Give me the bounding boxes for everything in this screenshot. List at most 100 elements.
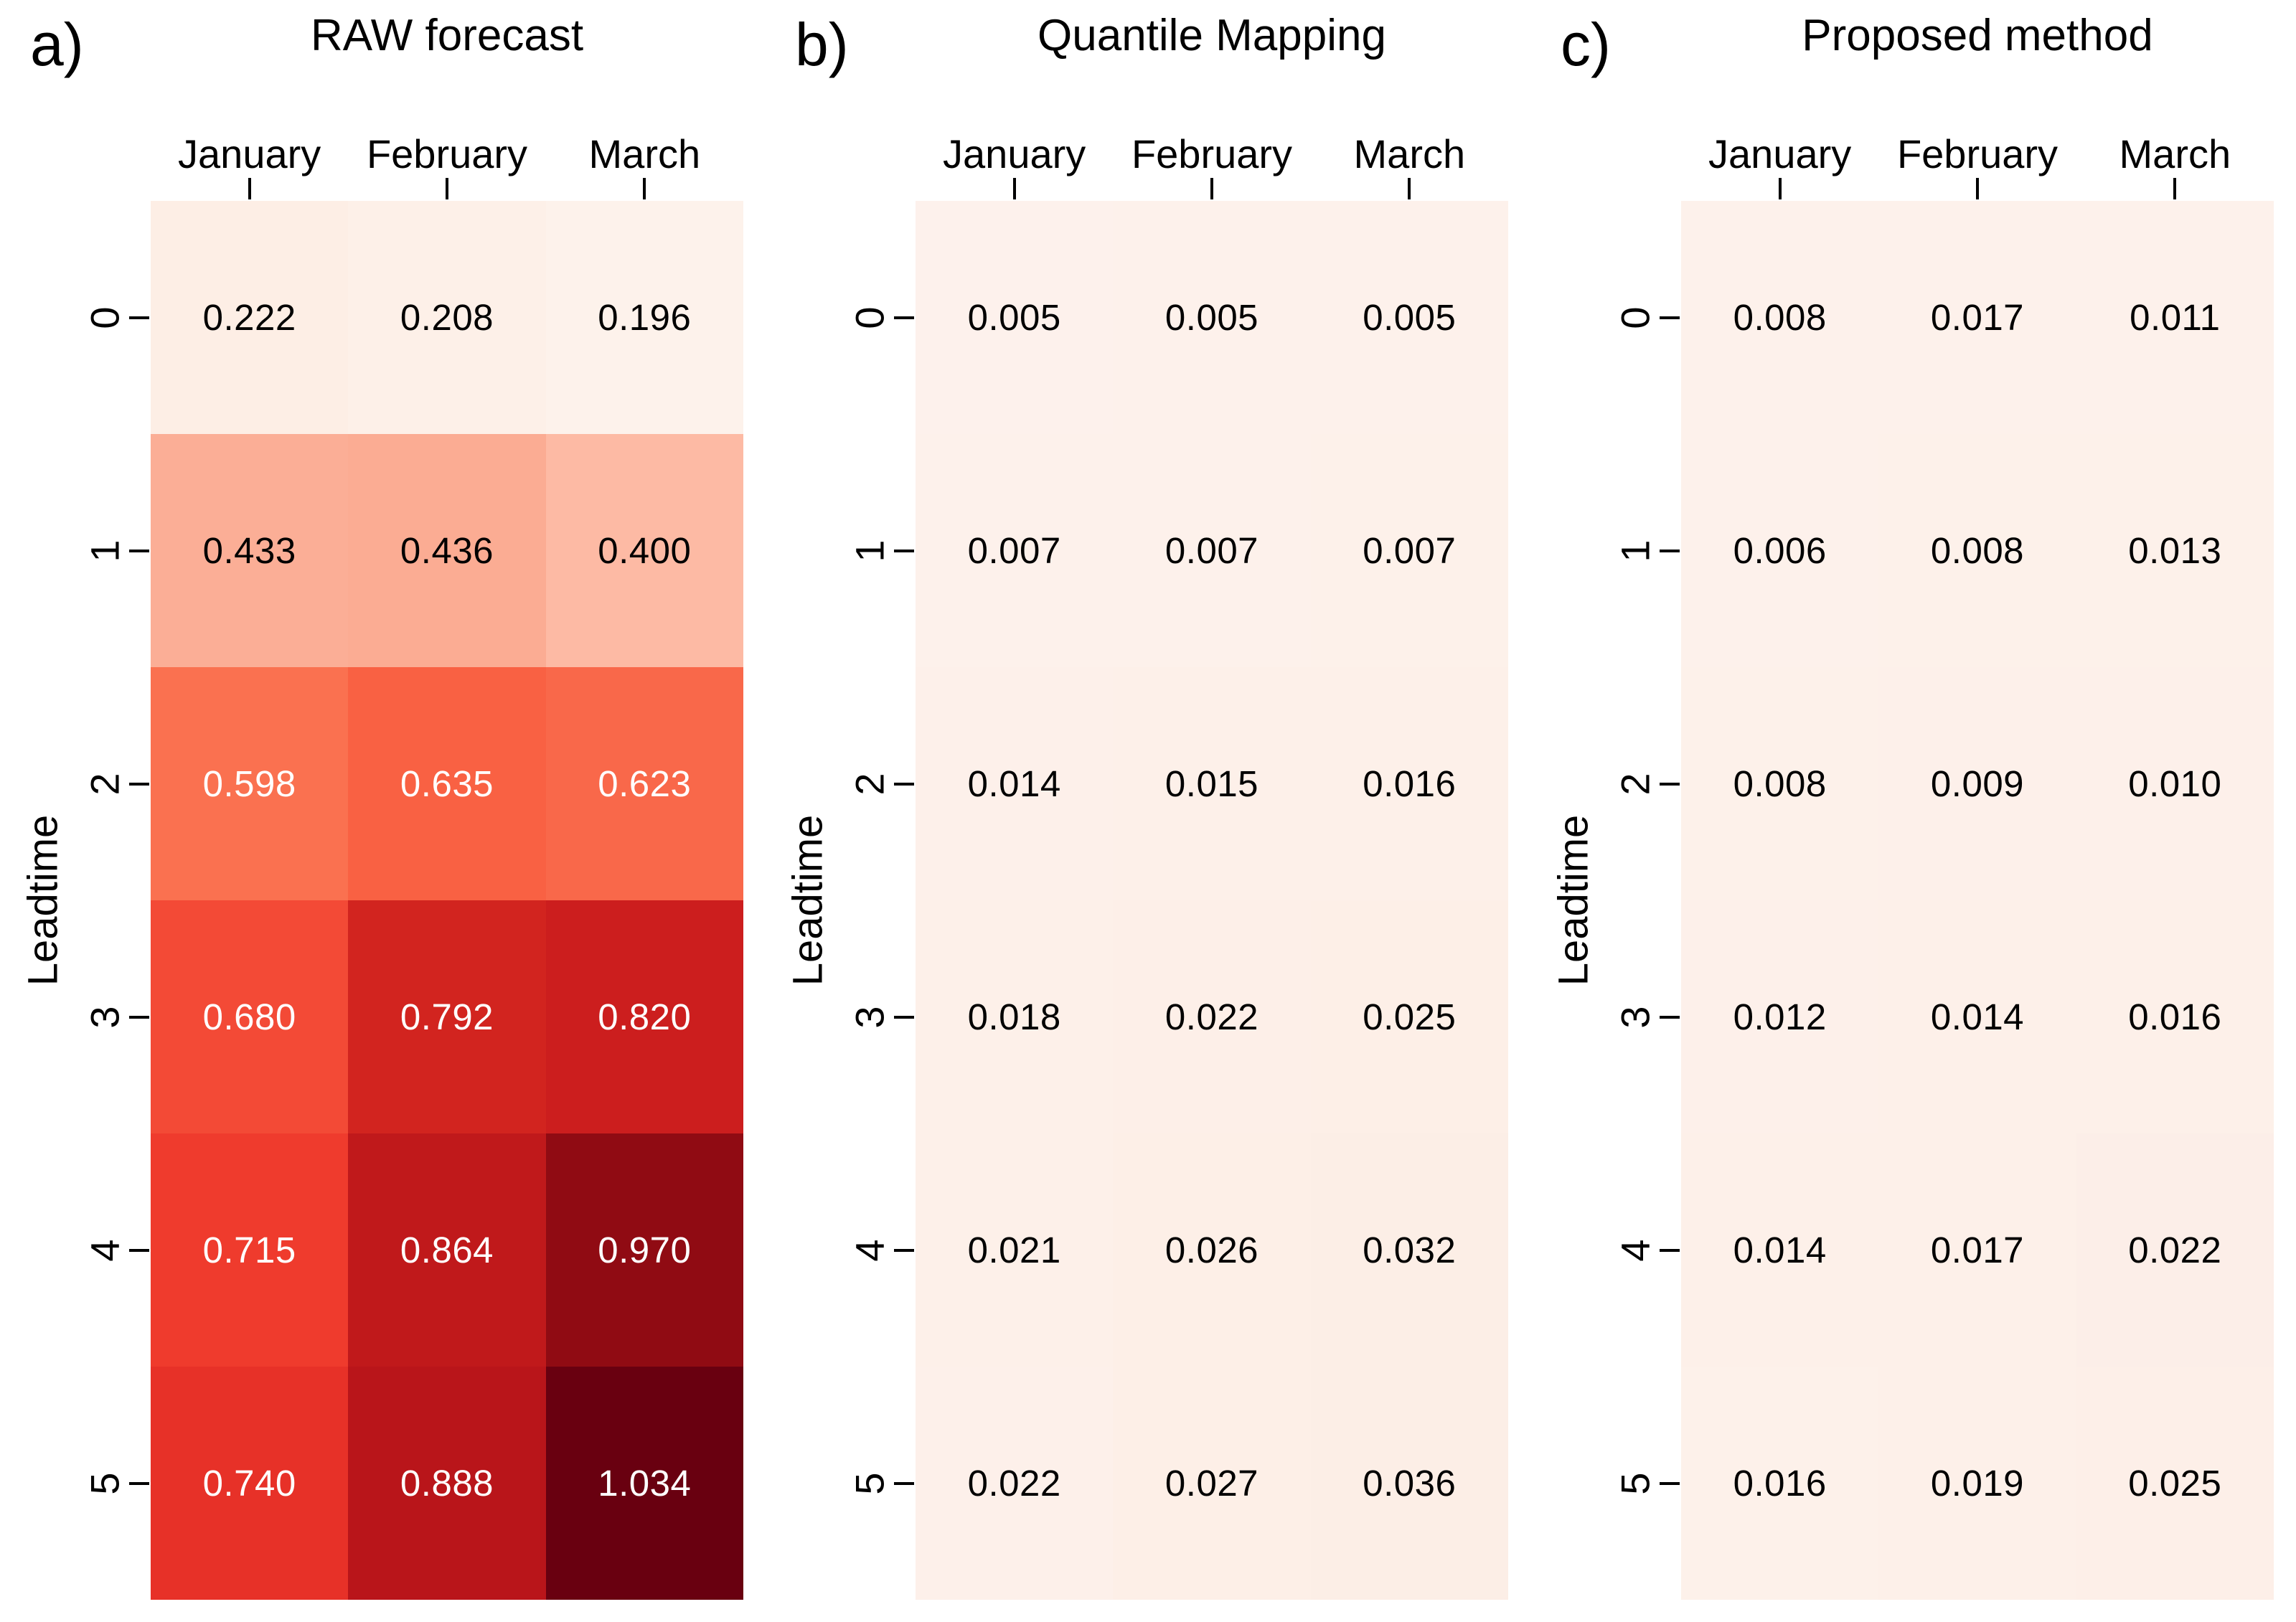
heatmap-cell: 0.888 [348, 1367, 546, 1600]
column-label: January [1708, 131, 1852, 176]
heatmap-cell: 0.005 [1310, 201, 1508, 434]
heatmap-cell: 0.008 [1681, 201, 1879, 434]
heatmap-cell: 0.007 [916, 434, 1114, 667]
row-label: 2 [82, 772, 128, 796]
heatmap-cell: 0.016 [2076, 900, 2274, 1133]
row-label: 0 [847, 306, 893, 329]
heatmap-grid: 0.008 0.017 0.011 0.006 0.008 0.013 0.008 0.009… [1681, 201, 2274, 1600]
heatmap-cell: 0.680 [151, 900, 349, 1133]
column-label: March [2119, 131, 2231, 176]
heatmap-cell: 0.025 [1310, 900, 1508, 1133]
column-label: January [943, 131, 1086, 176]
column-label: March [1353, 131, 1466, 176]
panel-letter: b) [795, 11, 849, 78]
heatmap-cell: 0.715 [151, 1133, 349, 1367]
heatmap-cell: 0.017 [1878, 201, 2076, 434]
heatmap-cell: 0.017 [1878, 1133, 2076, 1367]
heatmap-cell: 0.026 [1113, 1133, 1311, 1367]
panel-letter: a) [30, 11, 84, 78]
heatmap-panel-proposed-method: c) Proposed method Leadtime 0.008 0.017 0.… [1530, 0, 2296, 1622]
row-label: 1 [1612, 539, 1658, 562]
heatmap-cell: 0.864 [348, 1133, 546, 1367]
row-tick-mark [894, 1015, 914, 1019]
row-tick-mark [129, 316, 149, 319]
column-tick-mark [1408, 178, 1411, 199]
column-tick-mark [1976, 178, 1979, 199]
heatmap-cell: 1.034 [545, 1367, 743, 1600]
row-label: 5 [82, 1471, 128, 1495]
heatmap-cell: 0.820 [545, 900, 743, 1133]
panel-letter: c) [1561, 11, 1611, 78]
heatmap-grid: 0.222 0.208 0.196 0.433 0.436 0.400 0.598 0.635… [151, 201, 743, 1600]
heatmap-cell: 0.007 [1113, 434, 1311, 667]
row-tick-mark [129, 782, 149, 786]
heatmap-cell: 0.010 [2076, 667, 2274, 900]
column-label: January [178, 131, 321, 176]
heatmap-cell: 0.740 [151, 1367, 349, 1600]
column-label: February [1896, 131, 2059, 176]
row-label: 5 [1612, 1471, 1658, 1495]
heatmap-cell: 0.013 [2076, 434, 2274, 667]
heatmap-cell: 0.032 [1310, 1133, 1508, 1367]
heatmap-cell: 0.008 [1681, 667, 1879, 900]
row-label: 3 [847, 1005, 893, 1029]
row-tick-mark [1660, 1248, 1680, 1252]
row-label: 4 [847, 1238, 893, 1262]
heatmap-cell: 0.016 [1681, 1367, 1879, 1600]
row-label: 1 [82, 539, 128, 562]
heatmap-cell: 0.018 [916, 900, 1114, 1133]
heatmap-grid: 0.005 0.005 0.005 0.007 0.007 0.007 0.014 0.015… [916, 201, 1508, 1600]
panel-title: RAW forecast [310, 11, 584, 60]
heatmap-cell: 0.015 [1113, 667, 1311, 900]
row-tick-mark [894, 316, 914, 319]
column-tick-mark [1210, 178, 1213, 199]
column-label: March [588, 131, 701, 176]
row-tick-mark [894, 549, 914, 552]
heatmap-cell: 0.222 [151, 201, 349, 434]
heatmap-cell: 0.623 [545, 667, 743, 900]
column-label: February [1131, 131, 1293, 176]
column-tick-mark [1012, 178, 1016, 199]
heatmap-cell: 0.022 [916, 1367, 1114, 1600]
heatmap-cell: 0.014 [1681, 1133, 1879, 1367]
column-tick-mark [1778, 178, 1782, 199]
row-label: 3 [1612, 1005, 1658, 1029]
panel-title: Proposed method [1802, 11, 2153, 60]
heatmap-cell: 0.036 [1310, 1367, 1508, 1600]
heatmap-cell: 0.012 [1681, 900, 1879, 1133]
heatmap-cell: 0.009 [1878, 667, 2076, 900]
heatmap-cell: 0.208 [348, 201, 546, 434]
heatmap-cell: 0.792 [348, 900, 546, 1133]
heatmap-cell: 0.598 [151, 667, 349, 900]
heatmap-panel-quantile-mapping: b) Quantile Mapping Leadtime 0.005 0.005 0… [765, 0, 1530, 1622]
heatmap-cell: 0.970 [545, 1133, 743, 1367]
column-tick-mark [248, 178, 251, 199]
row-tick-mark [894, 1481, 914, 1485]
heatmap-cell: 0.005 [1113, 201, 1311, 434]
row-tick-mark [1660, 782, 1680, 786]
heatmap-cell: 0.022 [2076, 1133, 2274, 1367]
column-tick-mark [2173, 178, 2177, 199]
heatmap-cell: 0.006 [1681, 434, 1879, 667]
row-label: 2 [1612, 772, 1658, 796]
row-tick-mark [1660, 316, 1680, 319]
heatmap-cell: 0.635 [348, 667, 546, 900]
heatmap-cell: 0.011 [2076, 201, 2274, 434]
heatmap-cell: 0.021 [916, 1133, 1114, 1367]
column-label: February [366, 131, 528, 176]
y-axis-label: Leadtime [784, 814, 832, 986]
row-tick-mark [129, 1015, 149, 1019]
heatmap-cell: 0.433 [151, 434, 349, 667]
y-axis-label: Leadtime [1550, 814, 1597, 986]
row-label: 0 [82, 306, 128, 329]
row-tick-mark [894, 782, 914, 786]
row-tick-mark [129, 1481, 149, 1485]
heatmap-cell: 0.007 [1310, 434, 1508, 667]
row-tick-mark [894, 1248, 914, 1252]
row-tick-mark [1660, 1481, 1680, 1485]
row-label: 3 [82, 1005, 128, 1029]
heatmap-cell: 0.014 [916, 667, 1114, 900]
row-label: 0 [1612, 306, 1658, 329]
row-label: 2 [847, 772, 893, 796]
